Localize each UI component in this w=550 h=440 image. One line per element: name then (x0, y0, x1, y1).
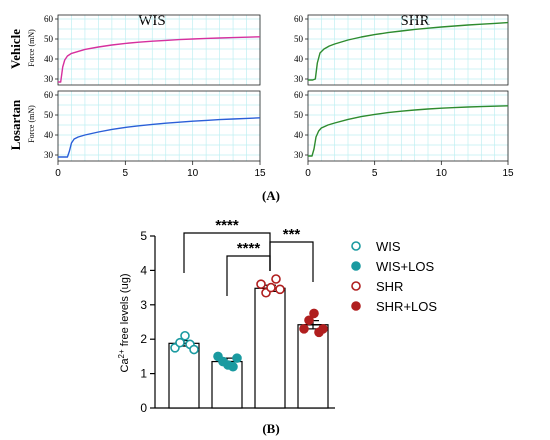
force-trace-shr-vehicle (308, 21, 509, 81)
panel-label-b: (B) (262, 421, 279, 436)
y-tick-label: 0 (140, 401, 147, 415)
subplot-wis-vehicle: 30 40 50 60 (44, 14, 261, 86)
y-tick-label: 1 (140, 367, 147, 381)
y-tick-label: 60 (294, 90, 304, 100)
legend-label-wis: WIS (376, 239, 401, 254)
plot-frame (57, 90, 261, 162)
significance-label: *** (283, 226, 301, 243)
y-tick-label: 50 (44, 110, 54, 120)
y-tick-label: 60 (44, 90, 54, 100)
x-tick-label: 15 (254, 168, 266, 179)
y-tick-label: 30 (294, 150, 304, 160)
data-point-shr (266, 282, 276, 293)
plot-frame (57, 14, 261, 86)
y-tick-label: 40 (294, 54, 304, 64)
y-tick-label: 50 (294, 110, 304, 120)
panel-a-traces: 30 40 50 60 30 40 50 60 30 40 50 60 0 5 10 15 30 40 50 60 0 5… (44, 14, 514, 179)
x-tick-label: 15 (502, 168, 514, 179)
legend-label-wis-los: WIS+LOS (376, 259, 434, 274)
bar-shr-los (297, 324, 329, 409)
panel-label-a: (A) (262, 188, 280, 203)
force-trace-wis-losartan (58, 117, 261, 158)
significance-label: **** (215, 217, 239, 234)
data-point-wis (180, 330, 190, 341)
data-point-shr (275, 284, 285, 295)
y-tick-label: 30 (294, 74, 304, 84)
legend-marker-shr-los (351, 301, 361, 311)
row-title-losartan: Losartan (8, 99, 23, 150)
x-tick-label: 0 (305, 168, 311, 179)
data-point-shr (256, 279, 266, 289)
significance-bracket (269, 241, 314, 282)
y-tick-label: 60 (294, 14, 304, 24)
legend-marker-wis-los (351, 261, 361, 271)
legend-label-shr: SHR (376, 279, 403, 294)
legend-marker-wis (351, 241, 361, 251)
bar-shr (254, 287, 286, 409)
data-point-shr-los (309, 308, 319, 319)
plot-frame (307, 14, 509, 86)
y-tick-label: 50 (44, 34, 54, 44)
plot-frame (307, 90, 509, 162)
subplot-wis-losartan: 30 40 50 60 0 5 10 15 (44, 90, 266, 179)
ylabel-ca-free: Ca2+ free levels (ug) (117, 274, 131, 373)
significance-label: **** (237, 240, 261, 257)
legend: WIS WIS+LOS SHR SHR+LOS (351, 239, 437, 314)
x-tick-label: 10 (436, 168, 448, 179)
x-tick-label: 0 (55, 168, 61, 179)
y-tick-label: 30 (44, 150, 54, 160)
subplot-shr-vehicle: 30 40 50 60 (294, 14, 509, 86)
x-tick-label: 5 (123, 168, 129, 179)
legend-label-shr-los: SHR+LOS (376, 299, 437, 314)
data-point-wis-los (232, 353, 242, 363)
force-trace-shr-losartan (308, 105, 509, 157)
data-point-shr-los (299, 324, 309, 334)
row-title-vehicle: Vehicle (8, 29, 23, 69)
y-tick-label: 50 (294, 34, 304, 44)
y-tick-label: 5 (140, 229, 147, 243)
force-trace-wis-vehicle (58, 36, 261, 83)
y-tick-label: 30 (44, 74, 54, 84)
data-point-wis (189, 344, 199, 355)
y-tick-label: 40 (294, 130, 304, 140)
data-point-wis (175, 337, 185, 348)
x-tick-label: 10 (187, 168, 199, 179)
data-point-shr-los (318, 324, 328, 334)
x-tick-label: 5 (372, 168, 378, 179)
y-tick-label: 40 (44, 54, 54, 64)
y-tick-label: 2 (140, 332, 147, 346)
y-tick-label: 60 (44, 14, 54, 24)
legend-marker-shr (351, 281, 361, 291)
y-tick-label: 40 (44, 130, 54, 140)
data-point-wis-los (228, 361, 238, 372)
subplot-shr-losartan: 30 40 50 60 0 5 10 15 (294, 90, 514, 179)
ylabel-force-losartan: Force (mN) (27, 105, 36, 143)
ylabel-force-vehicle: Force (mN) (27, 29, 36, 67)
y-tick-label: 3 (140, 298, 147, 312)
data-point-shr-los (304, 315, 314, 326)
data-point-shr (271, 274, 281, 284)
y-tick-label: 4 (140, 263, 147, 277)
